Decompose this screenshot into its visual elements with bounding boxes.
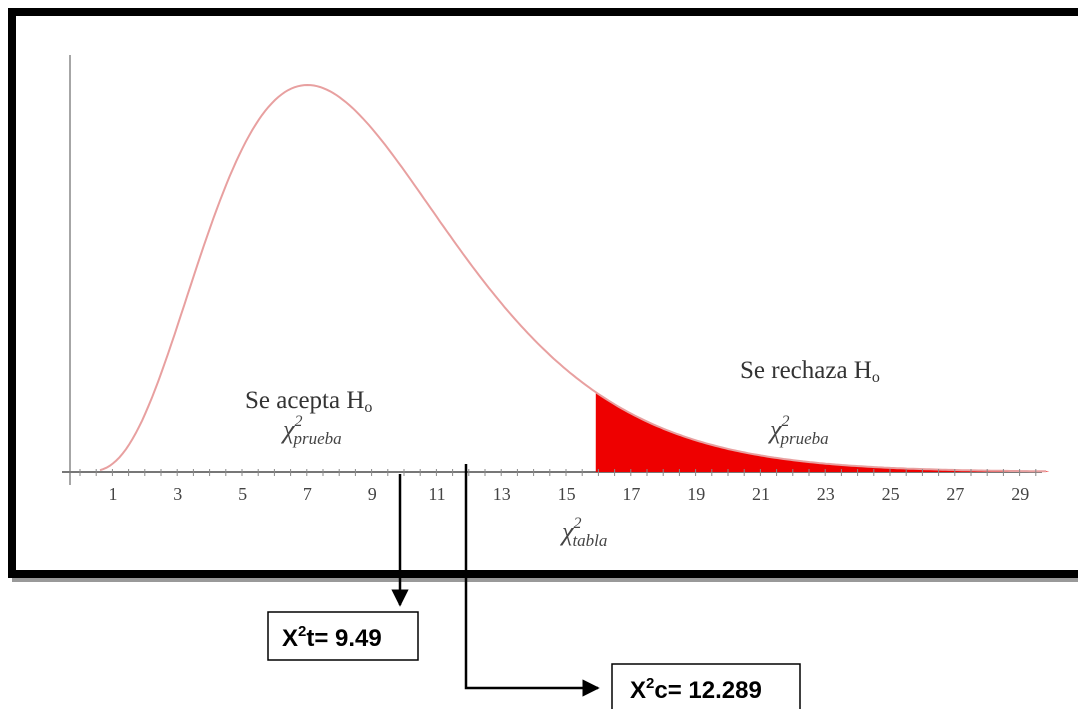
tick-label: 11 [428, 484, 445, 504]
tick-label: 3 [173, 484, 182, 504]
reject-statistic: χ2 prueba [767, 413, 829, 448]
reject-label: Se rechaza Ho [740, 357, 880, 386]
tick-label: 1 [109, 484, 118, 504]
tick-label: 5 [238, 484, 247, 504]
tick-label: 13 [493, 484, 511, 504]
tick-label: 23 [817, 484, 835, 504]
accept-label: Se acepta Ho [245, 387, 372, 416]
tick-label: 19 [687, 484, 705, 504]
critical-label: χ2 tabla [559, 515, 607, 550]
rejection-area [595, 392, 1050, 472]
tick-label: 29 [1011, 484, 1029, 504]
arrow [464, 464, 600, 697]
tick-label: 17 [622, 484, 640, 504]
distribution-curve [99, 83, 1047, 473]
accept-statistic: χ2 prueba [280, 413, 342, 448]
tick-label: 27 [946, 484, 964, 504]
tick-label: 25 [882, 484, 900, 504]
tick-label: 7 [303, 484, 312, 504]
tick-label: 21 [752, 484, 770, 504]
callout-text: X2c= 12.289 [630, 675, 762, 704]
frame [8, 8, 1078, 578]
tick-label: 15 [558, 484, 576, 504]
callout-box [611, 663, 801, 709]
tick-label: 9 [368, 484, 377, 504]
callout-box [267, 611, 419, 661]
callout-text: X2t= 9.49 [282, 623, 382, 652]
